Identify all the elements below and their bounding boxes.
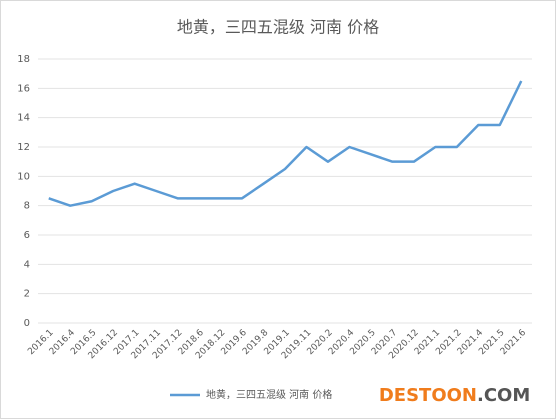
- watermark: DESTOON: [379, 385, 477, 406]
- y-tick-label: 4: [24, 259, 30, 270]
- chart-title: 地黄，三四五混级 河南 价格: [177, 18, 379, 37]
- line-series: [48, 80, 523, 207]
- y-tick-label: 12: [17, 142, 30, 153]
- y-tick-label: 0: [24, 318, 30, 329]
- y-tick-label: 10: [17, 171, 30, 182]
- y-tick-label: 6: [24, 230, 30, 241]
- y-tick-label: 8: [24, 201, 30, 212]
- y-tick-label: 14: [17, 113, 30, 124]
- watermark-suffix: .COM: [477, 385, 530, 406]
- legend-label: 地黄，三四五混级 河南 价格: [206, 388, 332, 401]
- y-tick-label: 16: [17, 83, 30, 94]
- y-tick-label: 18: [17, 54, 30, 65]
- y-tick-label: 2: [24, 289, 30, 300]
